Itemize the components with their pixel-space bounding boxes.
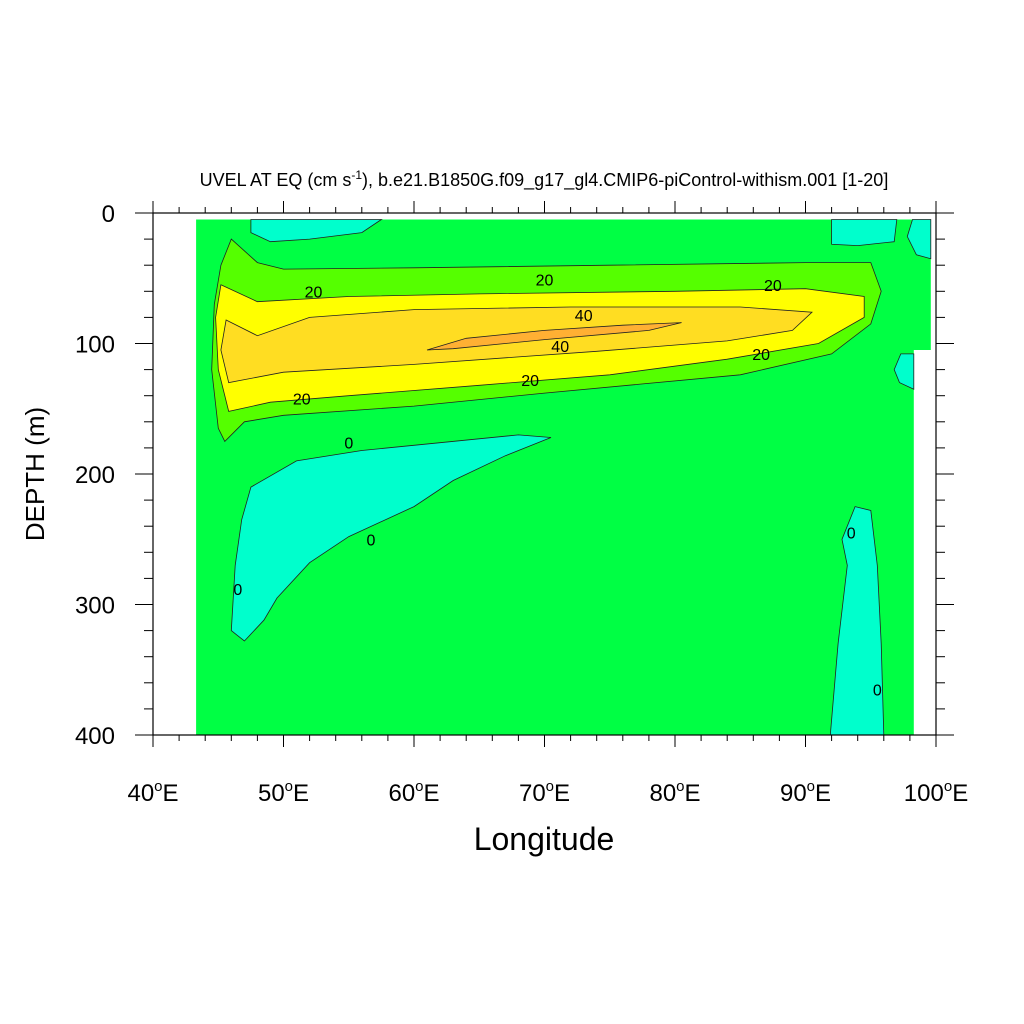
- contour-label-8: 0: [344, 436, 353, 453]
- contour-label-6: 20: [521, 373, 539, 390]
- chart-title-rest: ), b.e21.B1850G.f09_g17_gl4.CMIP6-piCont…: [362, 170, 888, 191]
- contour-label-5: 20: [752, 347, 770, 364]
- x-tick-label: 60oE: [388, 778, 439, 807]
- contour-region-surface-neg-east2: [906, 219, 932, 260]
- x-tick-label: 50oE: [258, 778, 309, 807]
- contour-label-1: 20: [536, 273, 554, 290]
- contour-label-layer: 20 20 20 40 40 20 20 20 0 0 0 0 0: [233, 273, 882, 700]
- contour-region-neg-patch-east-100: [893, 353, 915, 390]
- contour-label-0: 20: [305, 284, 323, 301]
- y-tick-label: 300: [75, 593, 115, 620]
- contour-region-surface-neg-west: [250, 219, 383, 243]
- chart-title-superscript: -1: [351, 168, 362, 182]
- contour-label-12: 0: [873, 682, 882, 699]
- y-tick-label: 0: [102, 201, 115, 228]
- contour-region-neg-tongue-east: [829, 506, 885, 735]
- contour-fill-layer: [196, 219, 932, 735]
- contour-region-surface-neg-east: [831, 219, 898, 247]
- x-tick-label: 70oE: [519, 778, 570, 807]
- x-tick-label: 100oE: [904, 778, 968, 807]
- contour-label-10: 0: [233, 582, 242, 599]
- y-tick-label: 200: [75, 462, 115, 489]
- contour-label-11: 0: [847, 526, 856, 543]
- y-tick-label: 400: [75, 723, 115, 750]
- x-tick-label: 90oE: [780, 778, 831, 807]
- axis-ticks: 40oE 50oE 60oE 70oE 80oE 90oE 100oE01002003004…: [75, 201, 968, 807]
- y-tick-label: 100: [75, 332, 115, 359]
- y-axis-title: DEPTH (m): [20, 407, 50, 541]
- contour-label-3: 40: [575, 308, 593, 325]
- contour-label-9: 0: [366, 532, 375, 549]
- chart-title: UVEL AT EQ (cm s-1), b.e21.B1850G.f09_g1…: [200, 168, 889, 191]
- contour-label-2: 20: [764, 278, 782, 295]
- x-axis-title: Longitude: [474, 821, 615, 857]
- contour-region-neg-tongue-west: [230, 434, 552, 642]
- chart-title-main: UVEL AT EQ (cm s: [200, 170, 352, 190]
- contour-label-4: 40: [551, 339, 569, 356]
- x-tick-label: 80oE: [649, 778, 700, 807]
- contour-region-core-above-40: [426, 322, 682, 351]
- contour-label-7: 20: [293, 391, 311, 408]
- x-tick-label: 40oE: [127, 778, 178, 807]
